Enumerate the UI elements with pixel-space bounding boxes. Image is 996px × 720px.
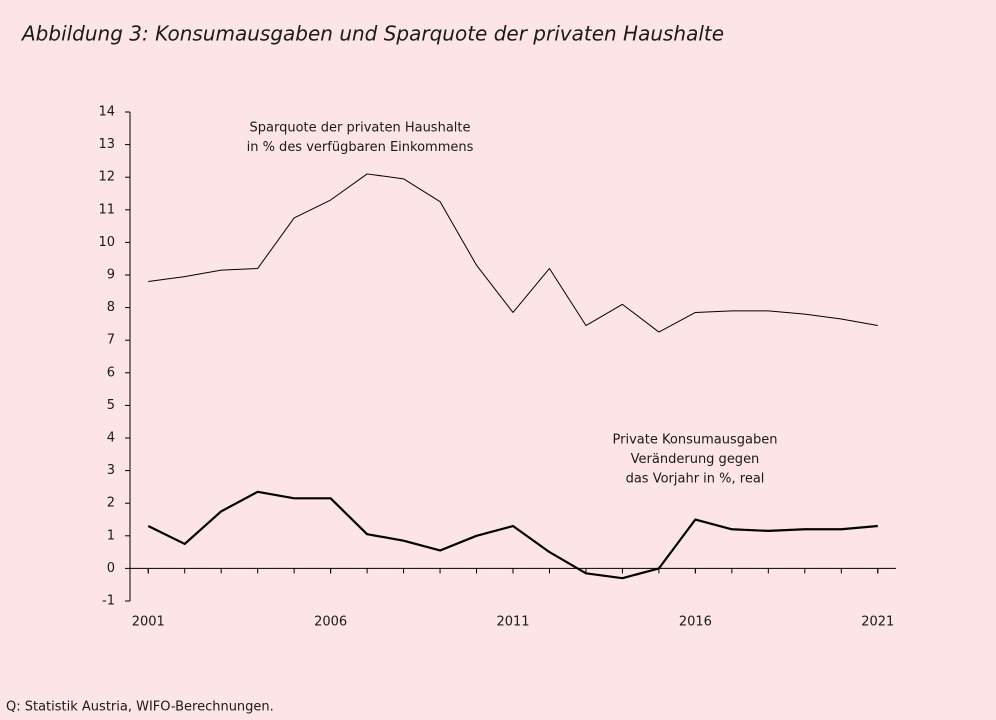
y-tick-label: 3 bbox=[107, 463, 115, 478]
series-line bbox=[148, 173, 878, 333]
x-tick-label: 2001 bbox=[132, 615, 165, 630]
y-tick-label: 1 bbox=[107, 528, 115, 543]
y-tick-label: 4 bbox=[107, 431, 115, 446]
annotation: in % des verfügbaren Einkommens bbox=[247, 140, 474, 155]
x-tick-label: 2006 bbox=[314, 615, 347, 630]
y-tick-label: 12 bbox=[98, 170, 115, 185]
y-tick-label: 11 bbox=[98, 202, 115, 217]
y-tick-label: 14 bbox=[98, 105, 115, 120]
y-tick-label: 9 bbox=[107, 268, 115, 283]
source-note: Q: Statistik Austria, WIFO-Berechnungen. bbox=[6, 700, 274, 715]
x-tick-label: 2016 bbox=[679, 615, 712, 630]
y-tick-label: 8 bbox=[107, 300, 115, 315]
annotation: das Vorjahr in %, real bbox=[626, 472, 765, 487]
x-tick-label: 2011 bbox=[496, 615, 529, 630]
x-tick-label: 2021 bbox=[861, 615, 894, 630]
y-tick-label: 6 bbox=[107, 365, 115, 380]
annotation: Sparquote der privaten Haushalte bbox=[250, 121, 471, 136]
y-tick-label: 2 bbox=[107, 496, 115, 511]
y-tick-label: 7 bbox=[107, 333, 115, 348]
y-tick-label: 13 bbox=[98, 137, 115, 152]
series-line bbox=[147, 490, 878, 580]
y-tick-label: 10 bbox=[98, 235, 115, 250]
y-tick-label: 5 bbox=[107, 398, 115, 413]
annotation: Private Konsumausgaben bbox=[613, 433, 778, 448]
annotation: Veränderung gegen bbox=[631, 452, 760, 467]
y-tick-label: 0 bbox=[107, 561, 115, 576]
y-tick-label: -1 bbox=[102, 594, 115, 609]
chart-title: Abbildung 3: Konsumausgaben und Sparquot… bbox=[20, 22, 724, 46]
